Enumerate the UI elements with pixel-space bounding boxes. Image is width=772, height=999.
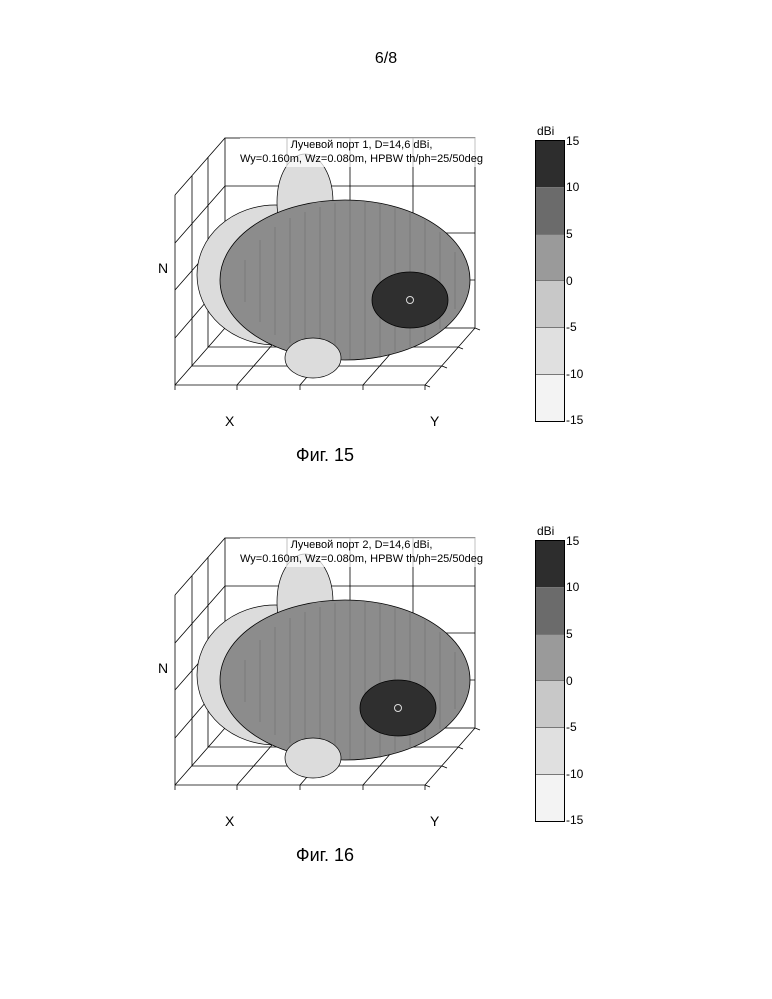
radiation-pattern-icon — [197, 554, 470, 778]
cb-tick: -10 — [566, 767, 583, 781]
cb-tick: 15 — [566, 534, 579, 548]
cb-tick: -5 — [566, 720, 577, 734]
cb-seg — [536, 588, 564, 635]
axis-y-label: Y — [430, 413, 439, 429]
axis-z-label: N — [158, 660, 168, 676]
cb-tick: 5 — [566, 227, 573, 241]
axis-y-label: Y — [430, 813, 439, 829]
plot-title-16: Лучевой порт 2, D=14,6 dBi, Wy=0.160m, W… — [240, 538, 483, 567]
cb-tick: 10 — [566, 180, 579, 194]
cb-tick: 0 — [566, 674, 573, 688]
hotspot — [372, 272, 448, 328]
title-line1: Лучевой порт 2, D=14,6 dBi, — [291, 539, 433, 551]
cb-seg — [536, 375, 564, 421]
page: 6/8 — [0, 0, 772, 999]
plot-area-16: Лучевой порт 2, D=14,6 dBi, Wy=0.160m, W… — [135, 510, 505, 840]
cb-seg — [536, 541, 564, 588]
figure-16: Лучевой порт 2, D=14,6 dBi, Wy=0.160m, W… — [135, 510, 655, 866]
colorbar-unit: dBi — [537, 524, 554, 538]
axis-x-label: X — [225, 413, 234, 429]
cb-seg — [536, 235, 564, 282]
figure-caption-16: Фиг. 16 — [195, 845, 455, 866]
axis-z-label: N — [158, 260, 168, 276]
bottom-lobe — [285, 338, 341, 378]
cb-seg — [536, 728, 564, 775]
plot-area-15: Лучевой порт 1, D=14,6 dBi, Wy=0.160m, W… — [135, 110, 505, 440]
cb-seg — [536, 635, 564, 682]
bottom-lobe — [285, 738, 341, 778]
colorbar-unit: dBi — [537, 124, 554, 138]
page-number: 6/8 — [375, 50, 397, 68]
cb-tick: -15 — [566, 813, 583, 827]
main-lobe — [220, 600, 470, 760]
cb-seg — [536, 775, 564, 821]
colorbar-16 — [535, 540, 565, 822]
title-line1: Лучевой порт 1, D=14,6 dBi, — [291, 139, 433, 151]
plot-title-15: Лучевой порт 1, D=14,6 dBi, Wy=0.160m, W… — [240, 138, 483, 167]
cb-tick: -15 — [566, 413, 583, 427]
cb-seg — [536, 681, 564, 728]
cb-tick: 0 — [566, 274, 573, 288]
cb-seg — [536, 328, 564, 375]
cb-tick: -5 — [566, 320, 577, 334]
radiation-pattern-icon — [197, 154, 470, 378]
cb-seg — [536, 281, 564, 328]
figure-15: Лучевой порт 1, D=14,6 dBi, Wy=0.160m, W… — [135, 110, 655, 466]
cb-tick: 10 — [566, 580, 579, 594]
title-line2: Wy=0.160m, Wz=0.080m, HPBW th/ph=25/50de… — [240, 153, 483, 165]
cb-seg — [536, 188, 564, 235]
cb-tick: -10 — [566, 367, 583, 381]
colorbar-15 — [535, 140, 565, 422]
hotspot — [360, 680, 436, 736]
axis-x-label: X — [225, 813, 234, 829]
figure-caption-15: Фиг. 15 — [195, 445, 455, 466]
title-line2: Wy=0.160m, Wz=0.080m, HPBW th/ph=25/50de… — [240, 553, 483, 565]
cb-seg — [536, 141, 564, 188]
cb-tick: 5 — [566, 627, 573, 641]
cb-tick: 15 — [566, 134, 579, 148]
